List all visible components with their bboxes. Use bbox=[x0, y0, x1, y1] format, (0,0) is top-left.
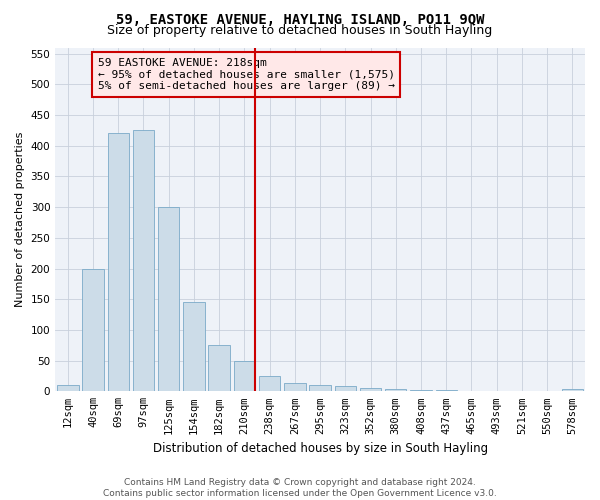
Bar bbox=[233, 360, 255, 392]
Bar bbox=[562, 390, 583, 392]
Bar bbox=[486, 390, 508, 392]
Bar bbox=[183, 302, 205, 392]
Bar bbox=[133, 130, 154, 392]
Text: Size of property relative to detached houses in South Hayling: Size of property relative to detached ho… bbox=[107, 24, 493, 37]
Y-axis label: Number of detached properties: Number of detached properties bbox=[15, 132, 25, 307]
Text: 59, EASTOKE AVENUE, HAYLING ISLAND, PO11 9QW: 59, EASTOKE AVENUE, HAYLING ISLAND, PO11… bbox=[116, 12, 484, 26]
Bar bbox=[335, 386, 356, 392]
Bar bbox=[461, 390, 482, 392]
Bar bbox=[385, 390, 406, 392]
Bar bbox=[208, 346, 230, 392]
X-axis label: Distribution of detached houses by size in South Hayling: Distribution of detached houses by size … bbox=[152, 442, 488, 455]
Bar bbox=[360, 388, 381, 392]
Bar bbox=[511, 390, 533, 392]
Bar bbox=[57, 385, 79, 392]
Bar bbox=[410, 390, 432, 392]
Bar bbox=[436, 390, 457, 392]
Text: Contains HM Land Registry data © Crown copyright and database right 2024.
Contai: Contains HM Land Registry data © Crown c… bbox=[103, 478, 497, 498]
Bar bbox=[536, 390, 558, 392]
Bar bbox=[284, 384, 305, 392]
Bar bbox=[158, 207, 179, 392]
Bar bbox=[259, 376, 280, 392]
Bar bbox=[310, 385, 331, 392]
Bar bbox=[107, 134, 129, 392]
Text: 59 EASTOKE AVENUE: 218sqm
← 95% of detached houses are smaller (1,575)
5% of sem: 59 EASTOKE AVENUE: 218sqm ← 95% of detac… bbox=[98, 58, 395, 91]
Bar bbox=[82, 268, 104, 392]
